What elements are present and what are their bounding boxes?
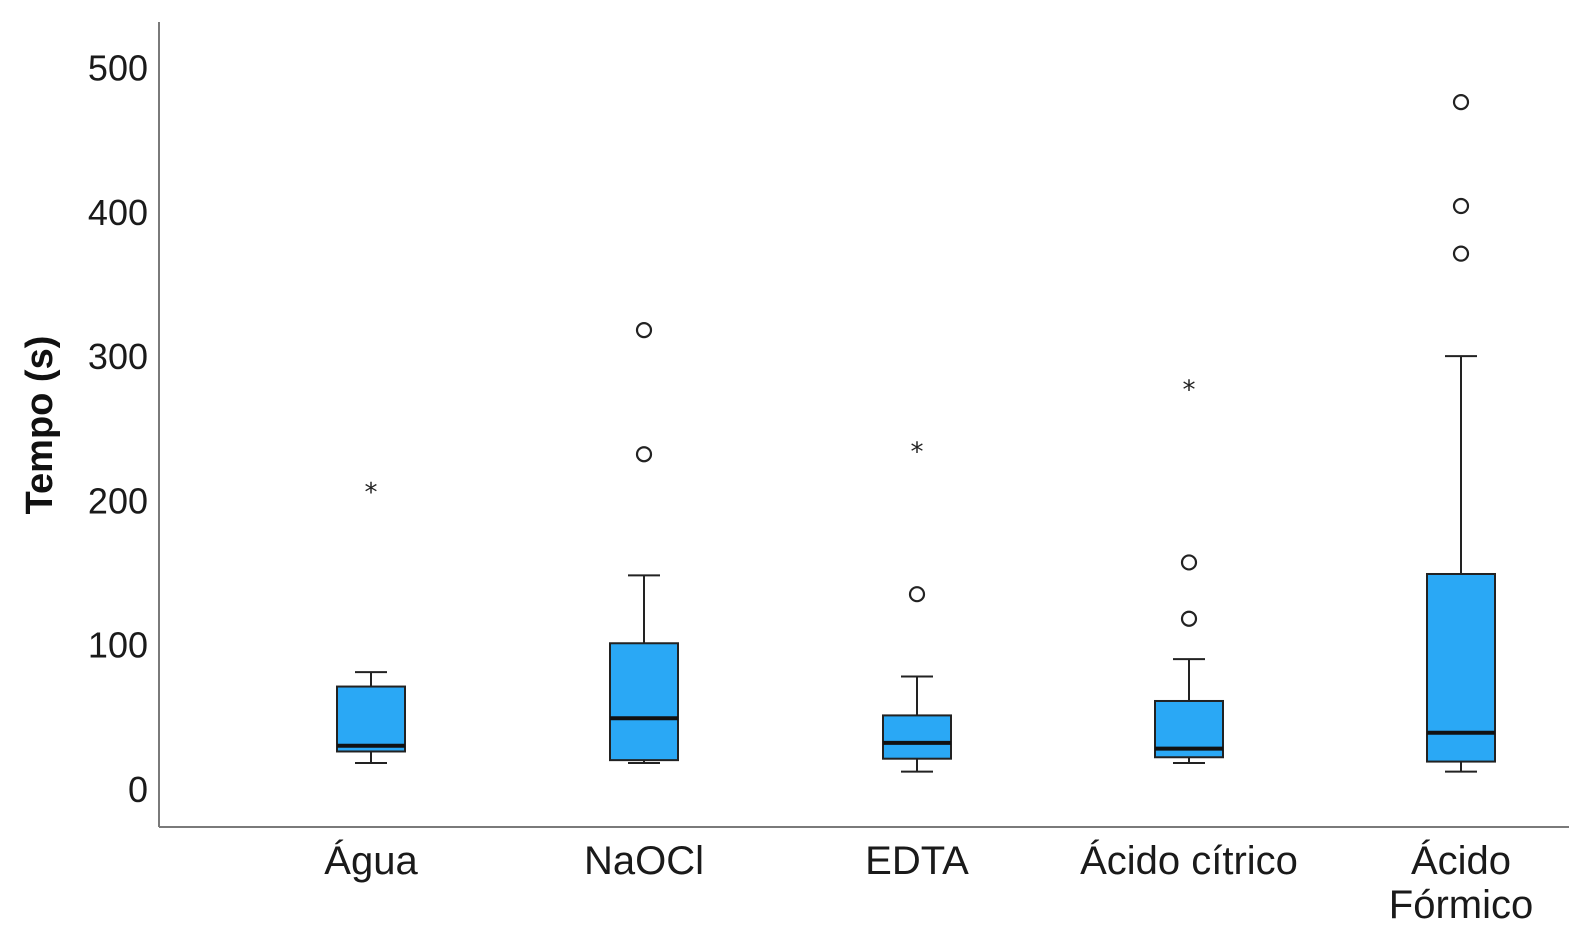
x-tick-label-line: EDTA (865, 839, 969, 883)
y-tick-label: 400 (88, 192, 148, 233)
iqr-box (882, 714, 952, 760)
y-axis-title: Tempo (s) (19, 336, 61, 515)
extreme-point: * (911, 437, 924, 467)
box-group: * (882, 437, 952, 773)
outlier-point (1180, 610, 1198, 627)
x-tick-label-line: Ácido cítrico (1080, 838, 1298, 883)
x-tick-label: Ácido cítrico (1080, 838, 1298, 883)
box-series: * * * (336, 94, 1496, 773)
x-tick-label-line: NaOCl (584, 839, 704, 883)
x-tick-label: NaOCl (584, 839, 704, 883)
x-axis-labels: Água NaOCl EDTA Ácido cítrico Ácido Fórmico (324, 838, 1533, 925)
box-group: * (336, 478, 406, 765)
box-group (1426, 94, 1496, 773)
outlier-point (1452, 245, 1470, 262)
outlier-point (1452, 197, 1470, 215)
outlier-point (908, 586, 926, 603)
y-tick-label: 0 (128, 769, 148, 810)
x-tick-label: Ácido Fórmico (1389, 838, 1533, 925)
iqr-box (1426, 572, 1496, 763)
x-tick-label: Água (324, 838, 418, 883)
x-tick-label-line: Água (324, 838, 418, 883)
outlier-point (1180, 554, 1198, 571)
iqr-box (609, 642, 679, 762)
box-group: * (1154, 375, 1224, 765)
y-tick-label: 200 (88, 480, 148, 521)
x-tick-label-line: Fórmico (1389, 883, 1533, 925)
outlier-point (1452, 94, 1470, 111)
y-axis-ticks: 0 100 200 300 400 500 (88, 48, 148, 811)
outlier-point (635, 446, 653, 463)
x-tick-label-line: Ácido (1411, 838, 1511, 883)
iqr-box (336, 685, 406, 753)
extreme-point: * (365, 478, 378, 508)
box-group (609, 322, 679, 765)
extreme-point: * (1183, 375, 1196, 405)
y-tick-label: 500 (88, 48, 148, 89)
outlier-point (635, 322, 653, 339)
x-tick-label: EDTA (865, 839, 969, 883)
y-tick-label: 300 (88, 336, 148, 377)
y-tick-label: 100 (88, 625, 148, 666)
